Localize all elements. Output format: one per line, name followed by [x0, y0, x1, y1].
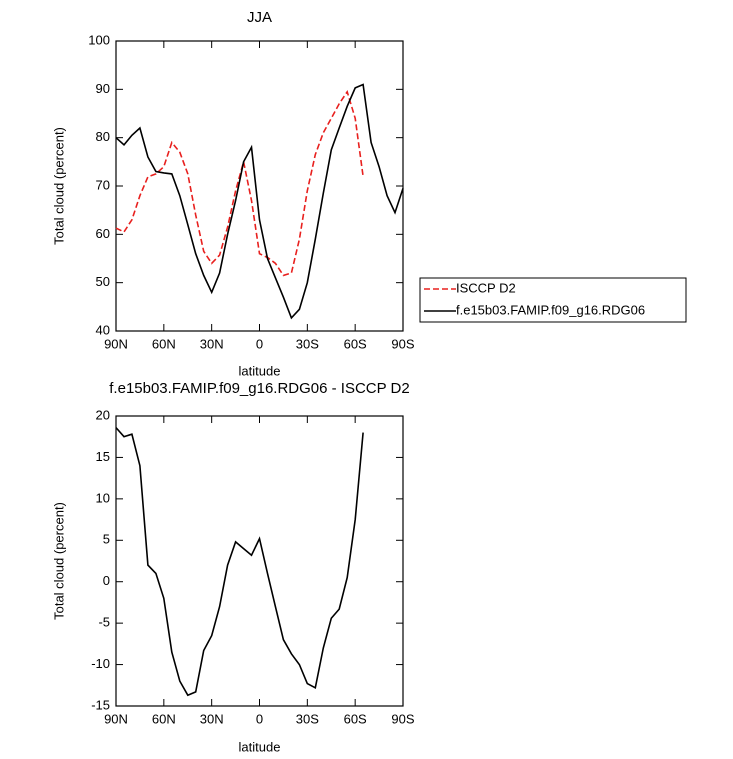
y-tick-label: -10: [91, 656, 110, 671]
legend-label: f.e15b03.FAMIP.f09_g16.RDG06: [456, 302, 645, 317]
x-tick-label: 60N: [152, 711, 176, 726]
plot-frame: [115, 40, 404, 332]
y-axis-label: Total cloud (percent): [51, 502, 66, 620]
legend-box: [419, 277, 687, 323]
y-tick-label: 50: [96, 274, 110, 289]
y-tick-label: -5: [98, 615, 110, 630]
x-tick-label: 60N: [152, 336, 176, 351]
x-tick-label: 60S: [344, 336, 367, 351]
x-tick-label: 90N: [104, 711, 128, 726]
y-tick-label: 10: [96, 490, 110, 505]
data-line: [115, 83, 404, 320]
x-tick-label: 90S: [391, 336, 414, 351]
y-tick-label: 15: [96, 449, 110, 464]
chart-title: f.e15b03.FAMIP.f09_g16.RDG06 - ISCCP D2: [109, 380, 409, 397]
y-tick-label: 80: [96, 129, 110, 144]
y-tick-label: 20: [96, 407, 110, 422]
x-tick-label: 30N: [200, 711, 224, 726]
y-tick-label: -15: [91, 697, 110, 712]
x-tick-label: 90S: [391, 711, 414, 726]
x-tick-label: 90N: [104, 336, 128, 351]
y-tick-label: 70: [96, 177, 110, 192]
x-axis-label: latitude: [239, 739, 281, 754]
chart-title: JJA: [247, 9, 272, 26]
data-line: [115, 89, 364, 277]
legend-label: ISCCP D2: [456, 280, 516, 295]
y-tick-label: 40: [96, 322, 110, 337]
x-tick-label: 60S: [344, 711, 367, 726]
y-tick-label: 100: [88, 32, 110, 47]
x-tick-label: 0: [256, 711, 263, 726]
x-tick-label: 30S: [296, 711, 319, 726]
x-tick-label: 30S: [296, 336, 319, 351]
y-tick-label: 60: [96, 226, 110, 241]
x-axis-label: latitude: [239, 363, 281, 378]
x-tick-label: 30N: [200, 336, 224, 351]
data-line: [115, 427, 364, 697]
y-tick-label: 5: [103, 532, 110, 547]
y-axis-label: Total cloud (percent): [51, 127, 66, 245]
x-tick-label: 0: [256, 336, 263, 351]
y-tick-label: 0: [103, 573, 110, 588]
y-tick-label: 90: [96, 81, 110, 96]
